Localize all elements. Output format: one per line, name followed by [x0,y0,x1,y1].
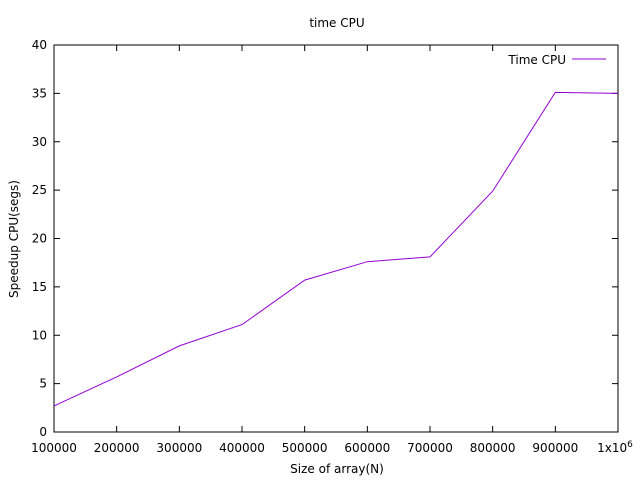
y-axis-label: Speedup CPU(segs) [7,180,21,298]
y-tick-label: 35 [32,86,47,100]
y-axis: 0 5 10 15 20 25 30 35 40 [32,38,618,439]
x-tick-label: 900000 [532,441,578,455]
x-axis-label: Size of array(N) [290,462,384,476]
x-tick-exponent: 6 [627,440,633,450]
x-tick-label: 200000 [94,441,140,455]
plot-frame [53,44,619,433]
chart-title: time CPU [309,16,364,30]
x-tick-label: 1x106 [597,440,633,455]
y-tick-label: 40 [32,38,47,52]
legend-label: Time CPU [507,53,566,67]
y-tick-label: 25 [32,183,47,197]
series-layer [53,91,619,407]
x-tick-label: 700000 [407,441,453,455]
legend: Time CPU [507,53,606,67]
series-line [53,91,619,407]
y-tick-label: 20 [32,232,47,246]
y-tick-label: 5 [39,377,47,391]
x-tick-label: 600000 [344,441,390,455]
x-tick-label: 300000 [156,441,202,455]
x-axis: 100000 200000 300000 400000 500000 600000 7000… [31,45,633,455]
x-tick-label: 800000 [470,441,516,455]
y-tick-label: 10 [32,328,47,342]
y-tick-label: 15 [32,280,47,294]
y-tick-label: 30 [32,135,47,149]
x-tick-label: 100000 [31,441,77,455]
x-tick-label: 500000 [282,441,328,455]
y-tick-label: 0 [39,425,47,439]
x-tick-label: 400000 [219,441,265,455]
